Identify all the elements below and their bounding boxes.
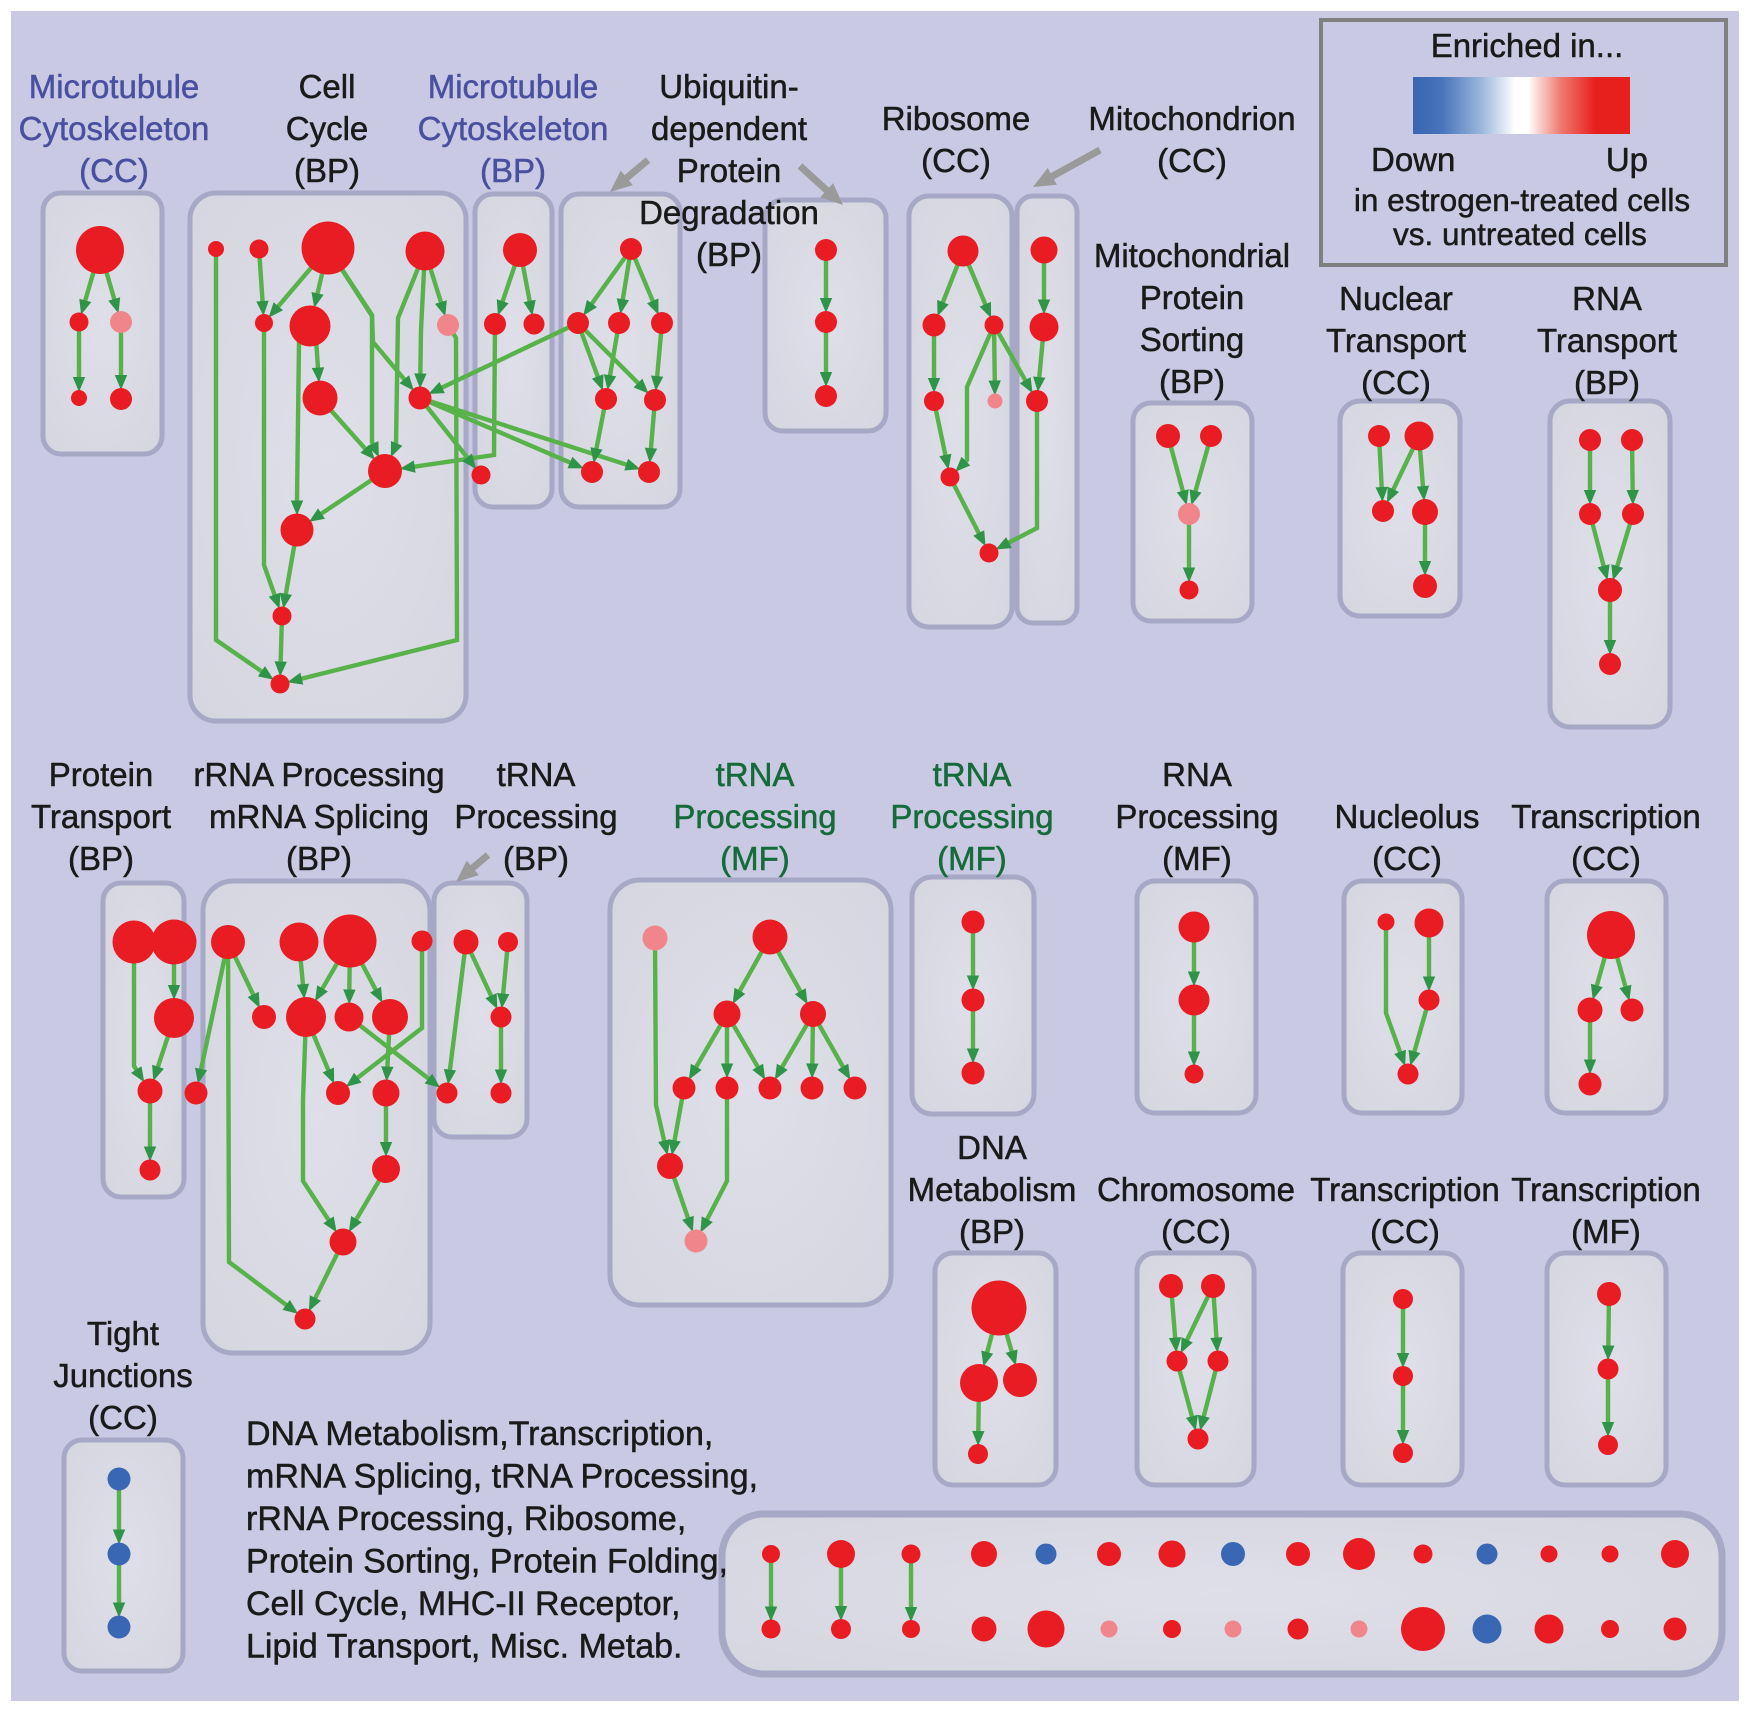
svg-text:Cytoskeleton: Cytoskeleton (418, 110, 609, 147)
svg-text:mRNA Splicing: mRNA Splicing (209, 798, 429, 835)
svg-text:Nucleolus: Nucleolus (1335, 798, 1480, 835)
svg-text:(CC): (CC) (1571, 840, 1641, 877)
svg-text:Sorting: Sorting (1140, 321, 1245, 358)
svg-text:(MF): (MF) (720, 840, 790, 877)
svg-text:(CC): (CC) (1157, 142, 1227, 179)
svg-text:Chromosome: Chromosome (1097, 1171, 1295, 1208)
svg-text:(MF): (MF) (937, 840, 1007, 877)
svg-text:(BP): (BP) (286, 840, 352, 877)
svg-text:rRNA Processing, Ribosome,: rRNA Processing, Ribosome, (246, 1500, 686, 1538)
svg-text:(CC): (CC) (1372, 840, 1442, 877)
svg-text:Enriched in...: Enriched in... (1431, 27, 1624, 64)
svg-text:Cycle: Cycle (286, 110, 369, 147)
svg-text:Junctions: Junctions (53, 1357, 192, 1394)
svg-text:Processing: Processing (454, 798, 617, 835)
svg-text:RNA: RNA (1162, 756, 1232, 793)
svg-text:(MF): (MF) (1162, 840, 1232, 877)
svg-text:dependent: dependent (651, 110, 807, 147)
svg-text:tRNA: tRNA (716, 756, 795, 793)
svg-text:(MF): (MF) (1571, 1213, 1641, 1250)
svg-text:Microtubule: Microtubule (29, 68, 200, 105)
svg-text:(BP): (BP) (294, 152, 360, 189)
svg-text:RNA: RNA (1572, 280, 1642, 317)
svg-text:Cell: Cell (299, 68, 356, 105)
svg-text:tRNA: tRNA (497, 756, 576, 793)
svg-text:vs. untreated cells: vs. untreated cells (1393, 216, 1647, 252)
svg-text:in estrogen-treated cells: in estrogen-treated cells (1354, 182, 1690, 218)
svg-text:DNA Metabolism,Transcription,: DNA Metabolism,Transcription, (246, 1415, 713, 1453)
svg-text:(CC): (CC) (88, 1399, 158, 1436)
svg-text:Protein Sorting, Protein Foldi: Protein Sorting, Protein Folding, (246, 1543, 728, 1581)
svg-text:Microtubule: Microtubule (428, 68, 599, 105)
svg-text:Transport: Transport (31, 798, 171, 835)
svg-text:(BP): (BP) (959, 1213, 1025, 1250)
svg-text:Metabolism: Metabolism (908, 1171, 1077, 1208)
svg-text:Transport: Transport (1326, 322, 1466, 359)
svg-text:Protein: Protein (677, 152, 782, 189)
svg-text:Transcription: Transcription (1310, 1171, 1500, 1208)
svg-text:(BP): (BP) (696, 236, 762, 273)
svg-text:Tight: Tight (87, 1315, 159, 1352)
svg-text:tRNA: tRNA (933, 756, 1012, 793)
svg-text:(BP): (BP) (68, 840, 134, 877)
svg-text:Down: Down (1371, 141, 1455, 178)
svg-text:(CC): (CC) (1361, 364, 1431, 401)
svg-text:(CC): (CC) (1370, 1213, 1440, 1250)
svg-text:Cytoskeleton: Cytoskeleton (19, 110, 210, 147)
svg-text:Up: Up (1606, 141, 1648, 178)
svg-text:(CC): (CC) (1161, 1213, 1231, 1250)
svg-text:Mitochondrion: Mitochondrion (1088, 100, 1295, 137)
svg-text:DNA: DNA (957, 1129, 1027, 1166)
svg-text:(BP): (BP) (503, 840, 569, 877)
svg-text:Ribosome: Ribosome (882, 100, 1031, 137)
svg-text:(CC): (CC) (921, 142, 991, 179)
svg-text:Ubiquitin-: Ubiquitin- (659, 68, 798, 105)
svg-text:rRNA Processing: rRNA Processing (193, 756, 444, 793)
svg-text:Processing: Processing (673, 798, 836, 835)
svg-text:Degradation: Degradation (639, 194, 819, 231)
svg-text:Cell Cycle, MHC-II Receptor,: Cell Cycle, MHC-II Receptor, (246, 1585, 681, 1623)
svg-text:(BP): (BP) (480, 152, 546, 189)
svg-text:Protein: Protein (49, 756, 154, 793)
svg-text:Processing: Processing (1115, 798, 1278, 835)
svg-text:mRNA Splicing, tRNA Processing: mRNA Splicing, tRNA Processing, (246, 1458, 758, 1496)
svg-text:Lipid Transport, Misc. Metab.: Lipid Transport, Misc. Metab. (246, 1628, 683, 1666)
svg-text:Nuclear: Nuclear (1339, 280, 1453, 317)
svg-text:Transcription: Transcription (1511, 798, 1701, 835)
svg-text:Transcription: Transcription (1511, 1171, 1701, 1208)
svg-text:Mitochondrial: Mitochondrial (1094, 237, 1290, 274)
svg-text:Processing: Processing (890, 798, 1053, 835)
svg-text:(BP): (BP) (1159, 363, 1225, 400)
svg-text:Protein: Protein (1140, 279, 1245, 316)
svg-text:Transport: Transport (1537, 322, 1677, 359)
svg-text:(BP): (BP) (1574, 364, 1640, 401)
svg-text:(CC): (CC) (79, 152, 149, 189)
